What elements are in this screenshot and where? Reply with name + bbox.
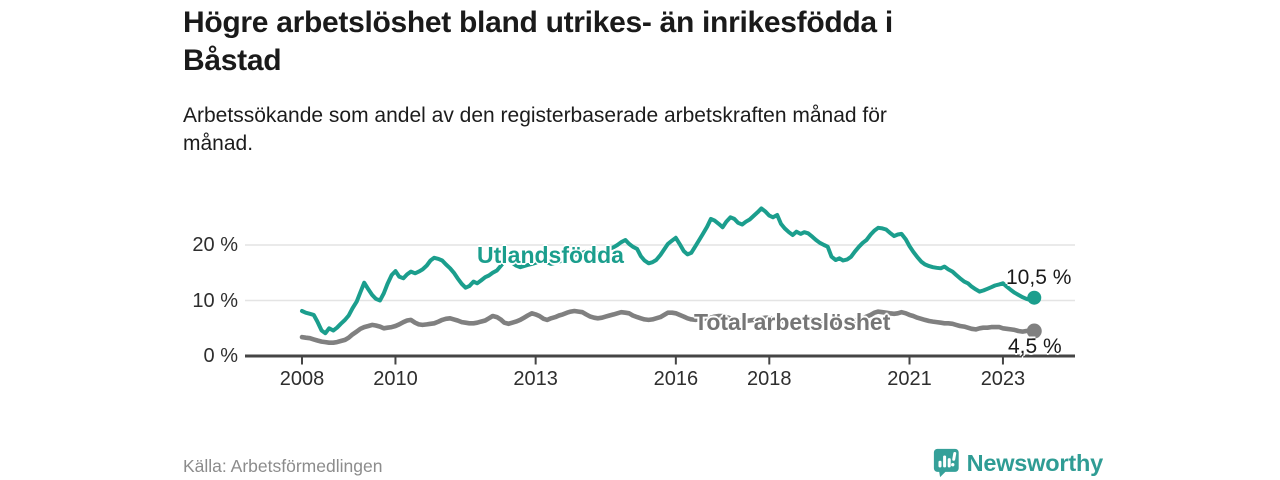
newsworthy-brand-link[interactable]: Newsworthy [933,446,1103,480]
chart-title: Högre arbetslöshet bland utrikes- än inr… [183,6,893,77]
x-axis-label: 2021 [887,368,932,390]
series-end-dot-total [1026,323,1042,339]
chart-subtitle: Arbetssökande som andel av den registerb… [183,104,887,155]
series-end-dot-utlandsfodda [1027,290,1042,305]
end-value-label-utlandsfodda: 10,5 % [1006,266,1072,289]
series-label-utlandsfodda: Utlandsfödda [477,242,624,268]
x-axis-label: 2018 [747,368,792,390]
series-line-utlandsfodda [300,206,1037,336]
x-axis-label: 2016 [653,368,699,390]
x-axis-label: 2023 [980,368,1026,390]
series-line-total [299,308,1037,346]
x-axis-label: 2013 [513,368,558,390]
series-label-total-arbetsloshet: Total arbetslöshet [694,309,891,335]
y-axis-label: 10 % [192,289,238,312]
newsworthy-brand-name: Newsworthy [966,449,1104,476]
y-axis-label: 0 % [203,345,238,367]
y-axis-label: 20 % [192,234,238,256]
newsworthy-chart-bubble-icon [933,448,959,478]
x-axis-label: 2008 [279,368,325,390]
x-axis-label: 2010 [373,368,418,390]
end-value-label-total: 4,5 % [1008,335,1062,358]
source-attribution: Källa: Arbetsförmedlingen [183,456,383,476]
